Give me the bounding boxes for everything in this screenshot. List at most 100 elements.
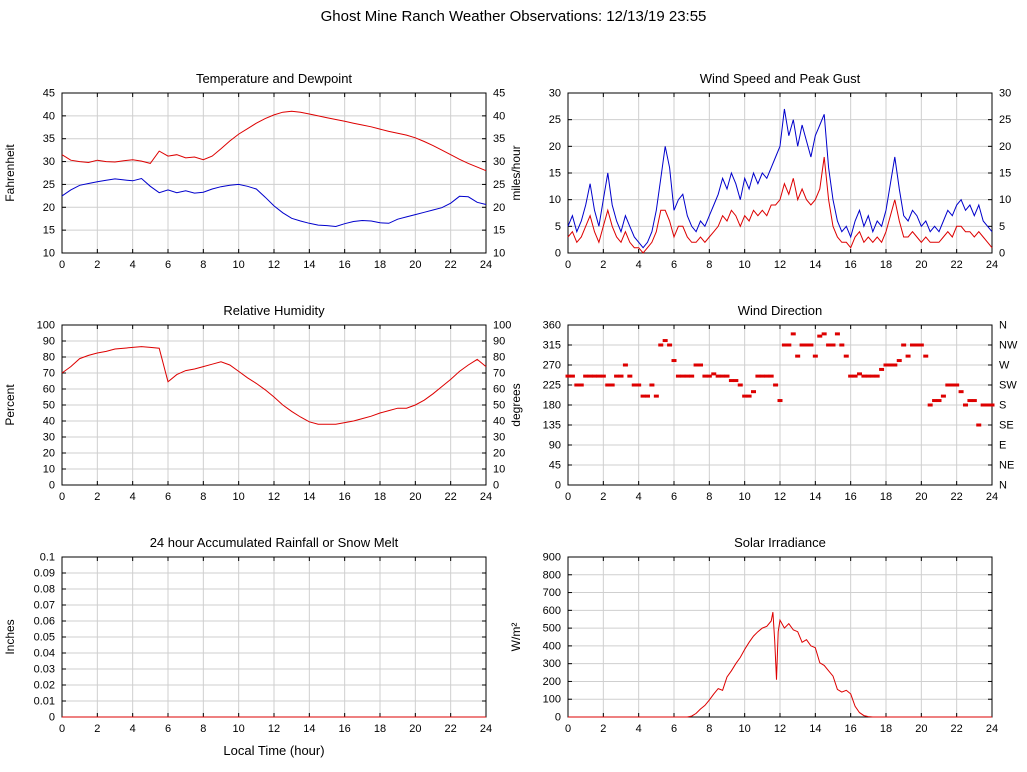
svg-text:500: 500 — [543, 623, 561, 635]
svg-text:0: 0 — [565, 723, 571, 735]
svg-text:22: 22 — [445, 491, 457, 503]
svg-text:10: 10 — [739, 491, 751, 503]
svg-text:70: 70 — [493, 368, 505, 380]
svg-text:NE: NE — [999, 460, 1014, 472]
svg-text:0.03: 0.03 — [34, 664, 55, 676]
svg-text:25: 25 — [493, 179, 505, 191]
chart-title: Solar Irradiance — [734, 535, 826, 550]
svg-text:10: 10 — [493, 248, 505, 260]
svg-text:360: 360 — [543, 320, 561, 332]
svg-text:20: 20 — [549, 141, 561, 153]
svg-text:70: 70 — [43, 368, 55, 380]
svg-text:2: 2 — [94, 491, 100, 503]
svg-text:14: 14 — [303, 723, 315, 735]
svg-text:0: 0 — [493, 480, 499, 492]
svg-text:45: 45 — [493, 88, 505, 100]
svg-text:N: N — [999, 320, 1007, 332]
svg-text:2: 2 — [600, 259, 606, 271]
svg-text:20: 20 — [915, 491, 927, 503]
svg-text:315: 315 — [543, 340, 561, 352]
svg-text:180: 180 — [543, 400, 561, 412]
svg-text:20: 20 — [409, 259, 421, 271]
svg-text:8: 8 — [200, 491, 206, 503]
svg-text:24: 24 — [480, 259, 492, 271]
svg-text:0: 0 — [555, 248, 561, 260]
svg-text:40: 40 — [493, 110, 505, 122]
svg-text:20: 20 — [915, 259, 927, 271]
svg-text:700: 700 — [543, 587, 561, 599]
svg-text:10: 10 — [233, 491, 245, 503]
svg-text:0.01: 0.01 — [34, 696, 55, 708]
chart-title: Wind Speed and Peak Gust — [700, 71, 861, 86]
svg-text:SE: SE — [999, 420, 1014, 432]
svg-text:12: 12 — [268, 491, 280, 503]
svg-text:20: 20 — [43, 448, 55, 460]
svg-text:24: 24 — [480, 491, 492, 503]
svg-text:200: 200 — [543, 676, 561, 688]
chart-title: Temperature and Dewpoint — [196, 71, 352, 86]
svg-text:10: 10 — [43, 464, 55, 476]
y-axis-label: degrees — [509, 383, 523, 426]
svg-text:10: 10 — [43, 248, 55, 260]
svg-text:0.05: 0.05 — [34, 632, 55, 644]
svg-text:50: 50 — [493, 400, 505, 412]
svg-text:16: 16 — [845, 491, 857, 503]
relative-humidity-plot: Relative Humidity Percent 0 2 4 6 8 10 12 14 16 1… — [3, 303, 511, 503]
svg-text:6: 6 — [671, 723, 677, 735]
svg-text:30: 30 — [549, 88, 561, 100]
svg-text:135: 135 — [543, 420, 561, 432]
chart-title: 24 hour Accumulated Rainfall or Snow Mel… — [150, 535, 399, 550]
svg-text:20: 20 — [915, 723, 927, 735]
svg-text:16: 16 — [845, 723, 857, 735]
svg-text:30: 30 — [43, 432, 55, 444]
svg-text:4: 4 — [636, 723, 642, 735]
svg-text:0.06: 0.06 — [34, 616, 55, 628]
svg-text:100: 100 — [543, 694, 561, 706]
svg-text:90: 90 — [43, 336, 55, 348]
solar-irradiance-plot: Solar Irradiance W/m² 0 2 4 6 8 10 12 14 16 18 20 2… — [509, 535, 998, 735]
svg-text:0: 0 — [59, 723, 65, 735]
y-axis-label: Fahrenheit — [3, 144, 17, 202]
svg-text:2: 2 — [94, 723, 100, 735]
chart-title: Wind Direction — [738, 303, 823, 318]
svg-text:18: 18 — [880, 259, 892, 271]
svg-text:12: 12 — [268, 723, 280, 735]
svg-text:10: 10 — [999, 194, 1011, 206]
svg-text:2: 2 — [600, 723, 606, 735]
svg-text:W: W — [999, 360, 1010, 372]
svg-text:6: 6 — [671, 491, 677, 503]
page-title: Ghost Mine Ranch Weather Observations: 1… — [320, 8, 707, 25]
svg-text:100: 100 — [493, 320, 511, 332]
svg-text:90: 90 — [493, 336, 505, 348]
svg-text:2: 2 — [94, 259, 100, 271]
svg-text:60: 60 — [43, 384, 55, 396]
svg-text:18: 18 — [374, 491, 386, 503]
svg-text:40: 40 — [493, 416, 505, 428]
svg-text:14: 14 — [809, 491, 821, 503]
svg-text:35: 35 — [493, 133, 505, 145]
svg-text:30: 30 — [999, 88, 1011, 100]
svg-text:16: 16 — [339, 491, 351, 503]
svg-text:20: 20 — [409, 723, 421, 735]
svg-text:18: 18 — [374, 723, 386, 735]
svg-text:45: 45 — [43, 88, 55, 100]
svg-text:0: 0 — [565, 491, 571, 503]
svg-text:12: 12 — [268, 259, 280, 271]
svg-text:0: 0 — [49, 480, 55, 492]
wind-direction-plot: Wind Direction degrees 0 2 4 6 8 10 12 14 16 18 20… — [509, 303, 1018, 503]
svg-text:300: 300 — [543, 658, 561, 670]
y-axis-label: Inches — [3, 619, 17, 654]
svg-text:0.09: 0.09 — [34, 568, 55, 580]
svg-text:30: 30 — [43, 156, 55, 168]
svg-text:5: 5 — [999, 221, 1005, 233]
svg-text:10: 10 — [233, 723, 245, 735]
rainfall-plot: 24 hour Accumulated Rainfall or Snow Mel… — [3, 535, 492, 758]
x-axis-label: Local Time (hour) — [223, 743, 324, 758]
svg-text:20: 20 — [43, 202, 55, 214]
svg-text:6: 6 — [671, 259, 677, 271]
svg-text:0: 0 — [59, 491, 65, 503]
svg-text:100: 100 — [37, 320, 55, 332]
